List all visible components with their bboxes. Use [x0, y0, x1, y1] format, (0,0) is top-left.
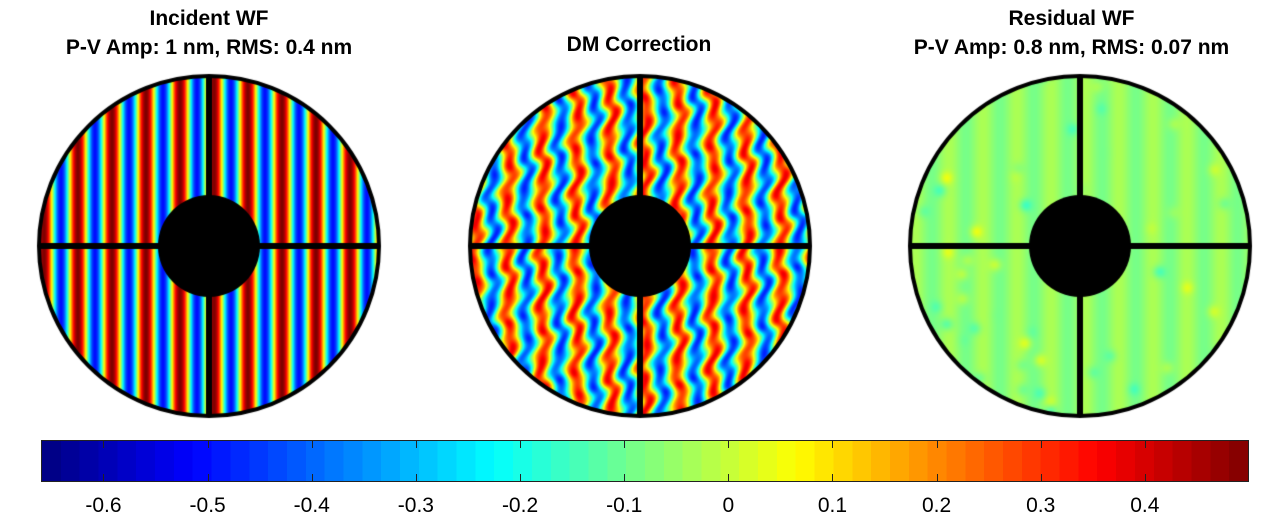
colorbar-tick-mark — [728, 474, 730, 481]
incident-wf-heatmap — [35, 72, 383, 420]
residual-wf-title: Residual WF P-V Amp: 0.8 nm, RMS: 0.07 n… — [864, 4, 1279, 62]
dm-correction-heatmap — [466, 72, 814, 420]
incident-wf-title: Incident WF P-V Amp: 1 nm, RMS: 0.4 nm — [0, 4, 418, 62]
colorbar — [41, 440, 1249, 482]
residual-wf-heatmap — [906, 72, 1254, 420]
colorbar-tick-mark — [936, 474, 938, 481]
colorbar-tick-mark — [832, 441, 834, 448]
incident-wf-subtitle: P-V Amp: 1 nm, RMS: 0.4 nm — [65, 36, 353, 59]
incident-wf-pupil-map — [35, 72, 383, 425]
dm-correction-title: DM Correction — [436, 30, 842, 59]
colorbar-tick-mark — [415, 474, 417, 481]
colorbar-tick-label: -0.1 — [606, 494, 643, 517]
colorbar-tick-label: -0.4 — [293, 494, 330, 517]
colorbar-tick-label: -0.5 — [189, 494, 226, 517]
colorbar-tick-label: 0.2 — [921, 494, 952, 517]
colorbar-tick-mark — [1040, 441, 1042, 448]
colorbar-tick-label: -0.3 — [397, 494, 434, 517]
residual-wf-pupil-map — [906, 72, 1254, 425]
residual-wf-title-text: Residual WF — [1008, 7, 1135, 30]
colorbar-tick-mark — [832, 474, 834, 481]
colorbar-tick-mark — [936, 441, 938, 448]
colorbar-tick-mark — [103, 474, 105, 481]
colorbar-tick-mark — [311, 441, 313, 448]
colorbar-tick-mark — [520, 441, 522, 448]
colorbar-tick-mark — [624, 474, 626, 481]
colorbar-tick-mark — [1040, 474, 1042, 481]
colorbar-tick-label: 0.3 — [1026, 494, 1056, 517]
colorbar-tick-mark — [103, 441, 105, 448]
colorbar-tick-label: -0.2 — [501, 494, 539, 517]
colorbar-tick-mark — [1144, 441, 1146, 448]
colorbar-tick-mark — [311, 474, 313, 481]
colorbar-tick-label: 0 — [722, 494, 735, 517]
colorbar-tick-mark — [728, 441, 730, 448]
colorbar-tick-mark — [415, 441, 417, 448]
colorbar-tick-label: -0.6 — [85, 494, 122, 517]
colorbar-tick-label: 0.4 — [1130, 494, 1160, 517]
colorbar-tick-mark — [207, 474, 209, 481]
colorbar-tick-labels: -0.6 -0.5 -0.4 -0.3 -0.2 -0.1 0 0.1 0.2 0.3 0.4 — [0, 484, 1279, 524]
incident-wf-title-text: Incident WF — [149, 7, 269, 30]
colorbar-tick-mark — [207, 441, 209, 448]
colorbar-tick-mark — [520, 474, 522, 481]
dm-correction-title-text: DM Correction — [566, 33, 712, 56]
dm-correction-pupil-map — [466, 72, 814, 425]
residual-wf-subtitle: P-V Amp: 0.8 nm, RMS: 0.07 nm — [913, 36, 1230, 59]
colorbar-tick-mark — [624, 441, 626, 448]
colorbar-tick-label: 0.1 — [817, 494, 848, 517]
colorbar-tick-mark — [1144, 474, 1146, 481]
